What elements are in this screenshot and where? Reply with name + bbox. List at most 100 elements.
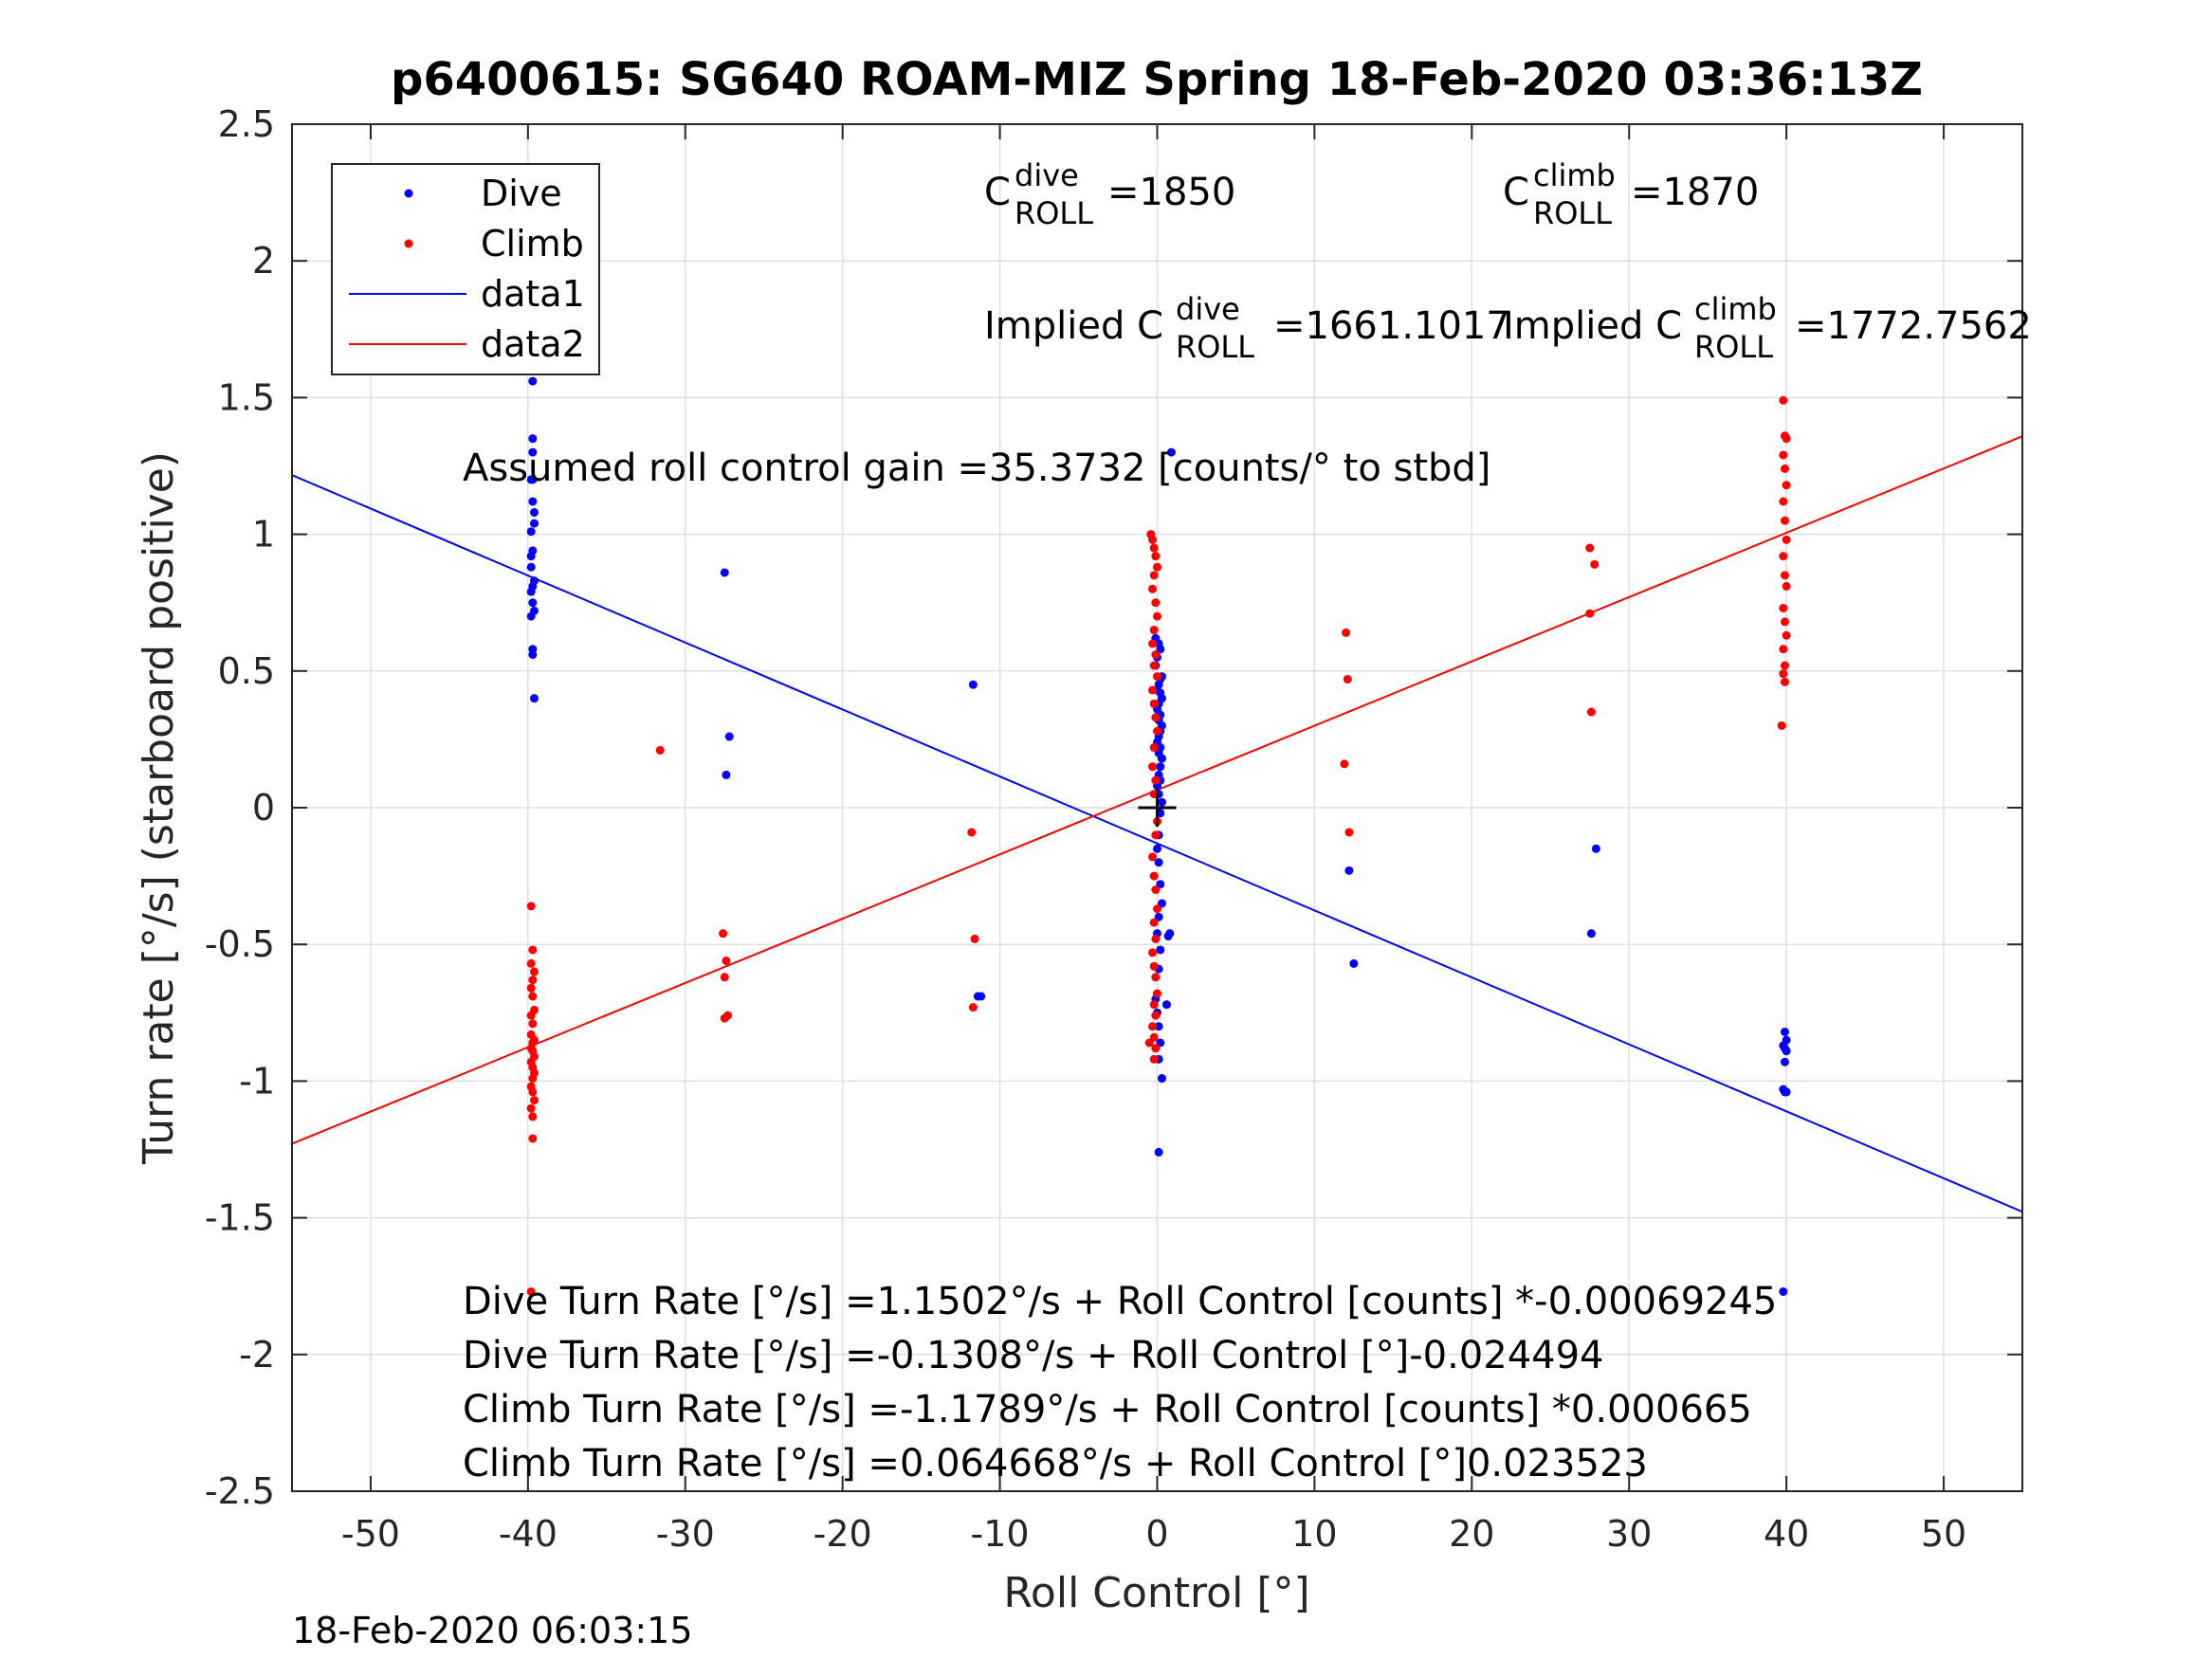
implied-climb-value: =1772.7562 bbox=[1795, 304, 2032, 348]
dive-point bbox=[530, 519, 539, 528]
climb-point bbox=[1151, 552, 1161, 561]
climb-point bbox=[1149, 918, 1159, 927]
climb-point bbox=[1782, 434, 1791, 444]
c-dive-sub: ROLL bbox=[1015, 195, 1093, 231]
dive-point bbox=[1161, 1000, 1171, 1010]
dive-equation-counts: Dive Turn Rate [°/s] =1.1502°/s + Roll C… bbox=[463, 1280, 1777, 1323]
climb-point bbox=[1149, 571, 1159, 580]
dive-point bbox=[530, 508, 539, 518]
dive-point bbox=[1782, 1047, 1791, 1056]
dive-point bbox=[1780, 1057, 1789, 1066]
c-climb-base: C bbox=[1503, 171, 1529, 214]
y-tick-labels: 2.5 2 1.5 1 0.5 0 -0.5 -1 -1.5 -2 -2.5 bbox=[205, 103, 275, 1512]
climb-point bbox=[526, 983, 536, 993]
climb-point bbox=[1586, 707, 1596, 717]
x-tick-label: -50 bbox=[341, 1513, 400, 1555]
implied-climb-sub: ROLL bbox=[1694, 329, 1773, 365]
y-axis-label: Turn rate [°/s] (starboard positive) bbox=[135, 451, 183, 1165]
c-dive-value: =1850 bbox=[1107, 171, 1235, 214]
dive-point bbox=[968, 680, 978, 689]
climb-point bbox=[528, 945, 538, 955]
dive-point bbox=[1157, 797, 1166, 807]
climb-point bbox=[1782, 535, 1791, 544]
climb-point bbox=[1149, 1054, 1159, 1064]
dive-point bbox=[1591, 844, 1600, 853]
dive-point bbox=[528, 649, 538, 659]
dive-point bbox=[528, 376, 538, 386]
climb-point bbox=[719, 929, 728, 939]
climb-point bbox=[967, 828, 977, 837]
climb-point bbox=[1149, 1000, 1159, 1010]
y-tick-label: 2 bbox=[252, 240, 275, 282]
climb-point bbox=[1344, 828, 1354, 837]
climb-point bbox=[968, 1003, 978, 1012]
climb-point bbox=[528, 1019, 538, 1029]
climb-point bbox=[720, 1013, 729, 1023]
climb-point bbox=[1151, 1044, 1161, 1053]
legend-dive-label: Dive bbox=[481, 173, 562, 214]
climb-point bbox=[1151, 598, 1161, 608]
legend-climb-marker bbox=[404, 239, 413, 248]
climb-point bbox=[1148, 852, 1158, 862]
climb-point bbox=[1149, 961, 1159, 971]
implied-dive-prefix: Implied C bbox=[984, 304, 1163, 348]
y-tick-label: -2.5 bbox=[205, 1470, 275, 1512]
legend-data2-label: data2 bbox=[481, 323, 585, 365]
c-roll-climb-annotation: C climb ROLL =1870 bbox=[1503, 157, 1759, 231]
climb-point bbox=[1151, 885, 1161, 895]
climb-point bbox=[528, 975, 538, 985]
dive-point bbox=[526, 587, 536, 596]
climb-point bbox=[1779, 450, 1788, 460]
climb-point bbox=[1782, 630, 1791, 640]
climb-point bbox=[526, 1103, 536, 1113]
c-climb-sup: climb bbox=[1533, 157, 1616, 193]
dive-point bbox=[720, 568, 729, 577]
climb-point bbox=[720, 973, 729, 982]
x-tick-label: 20 bbox=[1449, 1513, 1494, 1555]
climb-point bbox=[1780, 571, 1789, 580]
timestamp: 18-Feb-2020 06:03:15 bbox=[292, 1610, 693, 1651]
roll-gain-annotation: Assumed roll control gain =35.3732 [coun… bbox=[463, 447, 1490, 490]
y-tick-label: 0 bbox=[252, 787, 275, 829]
climb-point bbox=[528, 1112, 538, 1121]
climb-point bbox=[1343, 674, 1352, 684]
dive-point bbox=[1780, 1027, 1789, 1036]
climb-point bbox=[1780, 677, 1789, 686]
c-dive-sup: dive bbox=[1015, 157, 1079, 193]
climb-point bbox=[1149, 699, 1159, 708]
c-climb-value: =1870 bbox=[1631, 171, 1759, 214]
dive-point bbox=[1349, 958, 1359, 968]
dive-point bbox=[1154, 1147, 1163, 1157]
climb-point bbox=[1779, 645, 1788, 654]
climb-point bbox=[1149, 871, 1159, 881]
climb-point bbox=[1777, 720, 1786, 730]
dive-point bbox=[1163, 932, 1173, 941]
climb-point bbox=[1585, 543, 1595, 553]
climb-point bbox=[970, 934, 979, 943]
implied-dive-sup: dive bbox=[1176, 291, 1240, 327]
climb-point bbox=[528, 1134, 538, 1143]
x-tick-label: -40 bbox=[499, 1513, 558, 1555]
legend: Dive Climb data1 data2 bbox=[331, 163, 600, 375]
climb-point bbox=[1153, 562, 1161, 572]
dive-point bbox=[1154, 1022, 1163, 1031]
dive-equation-degrees: Dive Turn Rate [°/s] =-0.1308°/s + Roll … bbox=[463, 1334, 1604, 1377]
implied-dive-value: =1661.1017 bbox=[1273, 304, 1510, 348]
axis-ticks bbox=[292, 123, 2022, 1492]
dive-point bbox=[1153, 844, 1161, 853]
dive-point bbox=[1157, 1074, 1166, 1084]
climb-equation-degrees: Climb Turn Rate [°/s] =0.064668°/s + Rol… bbox=[463, 1442, 1648, 1486]
climb-point bbox=[1148, 1022, 1158, 1031]
climb-point bbox=[1151, 830, 1161, 840]
legend-dive-marker bbox=[404, 189, 413, 198]
climb-point bbox=[1149, 543, 1159, 553]
climb-point bbox=[1151, 713, 1161, 722]
climb-point bbox=[1153, 989, 1161, 998]
x-axis-label: Roll Control [°] bbox=[1003, 1569, 1309, 1617]
y-tick-label: 2.5 bbox=[218, 103, 275, 145]
y-tick-label: 0.5 bbox=[218, 650, 275, 692]
dive-point bbox=[526, 562, 536, 572]
dive-point bbox=[724, 732, 734, 741]
climb-point bbox=[1340, 759, 1349, 769]
